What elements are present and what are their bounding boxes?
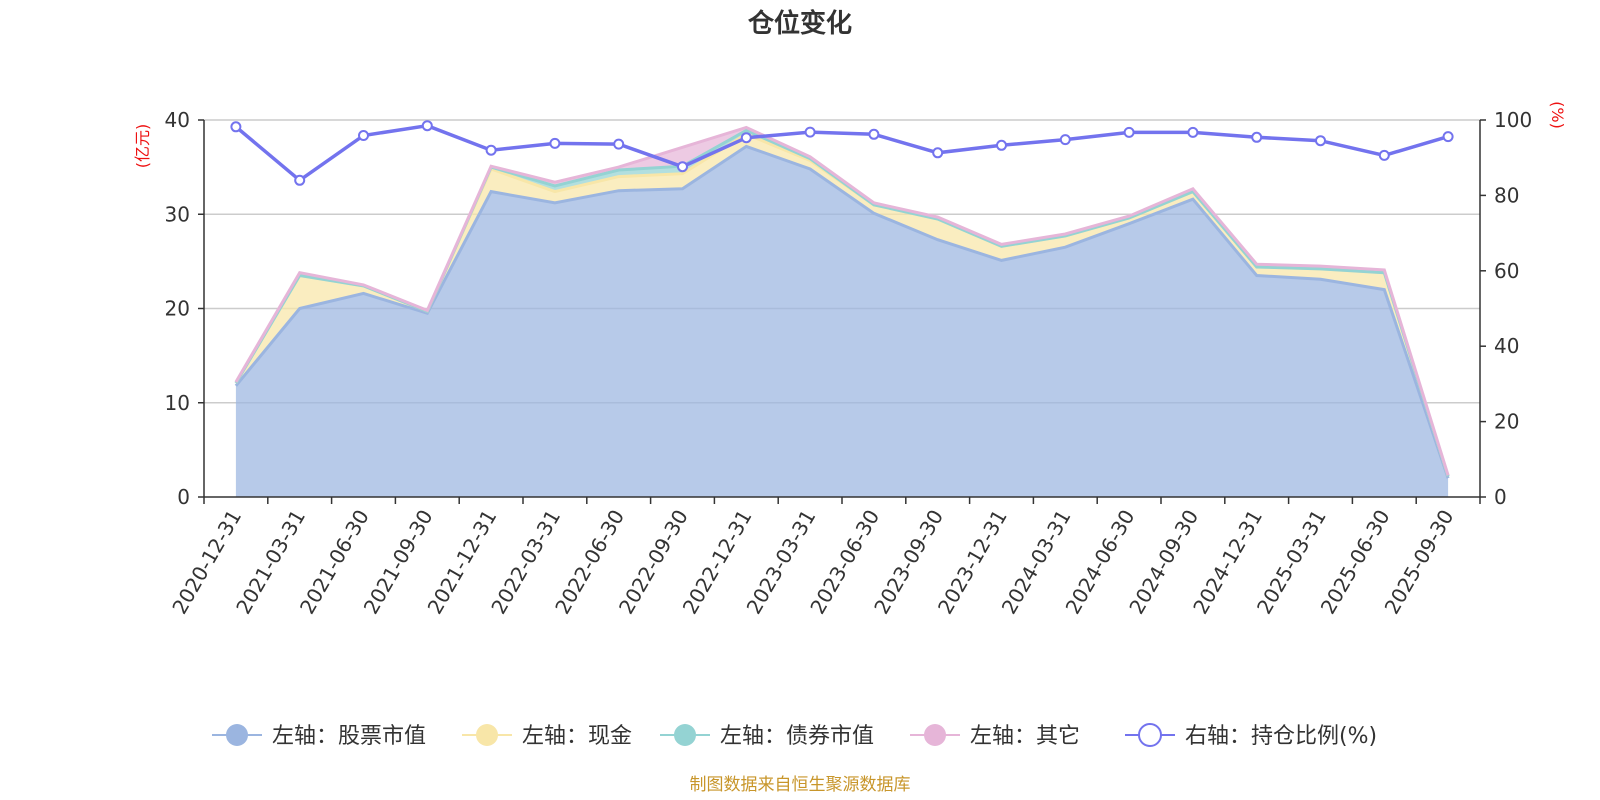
left-tick-label: 40 <box>165 108 190 132</box>
source-note: 制图数据来自恒生聚源数据库 <box>690 775 911 795</box>
legend-label: 左轴：现金 <box>522 724 632 749</box>
legend-swatch-marker <box>674 724 696 746</box>
chart-title: 仓位变化 <box>747 8 852 39</box>
ratio-point <box>358 130 369 141</box>
legend-swatch-marker <box>476 724 498 746</box>
ratio-point <box>485 144 497 156</box>
ratio-line <box>234 123 1449 183</box>
legend: 左轴：股票市值 左轴：现金 左轴：债券市值 左轴：其它 右轴：持仓比例(%) <box>212 723 1377 749</box>
ratio-point <box>868 128 880 140</box>
right-tick-label: 40 <box>1494 334 1519 358</box>
ratio-point <box>1315 135 1326 147</box>
ratio-point <box>294 174 306 186</box>
left-tick-label: 10 <box>165 391 190 415</box>
right-tick-label: 100 <box>1494 108 1532 132</box>
ratio-point <box>740 132 752 144</box>
right-tick-label: 0 <box>1494 485 1507 509</box>
area-top-line <box>234 144 1450 479</box>
ratio-point <box>1059 134 1071 146</box>
legend-swatch-marker <box>1138 723 1162 747</box>
legend-label: 右轴：持仓比例(%) <box>1185 724 1377 749</box>
left-tick-label: 30 <box>165 202 190 226</box>
area-fill <box>235 146 1449 497</box>
ratio-point <box>804 126 816 138</box>
area-top-line <box>234 125 1450 476</box>
ratio-point <box>549 137 561 149</box>
right-tick-label: 80 <box>1494 183 1519 207</box>
ratio-point <box>230 121 242 133</box>
ratio-point <box>613 138 625 150</box>
legend-swatch-marker <box>924 724 946 746</box>
ratio-point <box>677 161 688 173</box>
left-axis-unit: (亿元) <box>133 124 152 169</box>
ratio-point <box>1378 149 1390 161</box>
ratio-point <box>1187 126 1199 138</box>
area-layer <box>234 125 1450 497</box>
ratio-point <box>1442 131 1454 143</box>
right-tick-label: 60 <box>1494 259 1519 283</box>
ratio-point <box>1123 126 1135 138</box>
ratio-point <box>932 147 944 159</box>
left-tick-label: 20 <box>165 297 190 321</box>
legend-label: 左轴：其它 <box>970 724 1080 749</box>
ratio-point <box>421 120 433 132</box>
legend-label: 左轴：债券市值 <box>720 724 874 749</box>
left-tick-label: 0 <box>177 485 190 509</box>
legend-swatch-marker <box>226 724 248 746</box>
line-layer <box>230 120 1454 186</box>
right-tick-label: 20 <box>1494 410 1519 434</box>
ratio-point <box>1251 131 1263 143</box>
ratio-point <box>996 139 1007 151</box>
legend-label: 左轴：股票市值 <box>272 724 426 749</box>
right-axis-unit: (%) <box>1548 101 1567 129</box>
